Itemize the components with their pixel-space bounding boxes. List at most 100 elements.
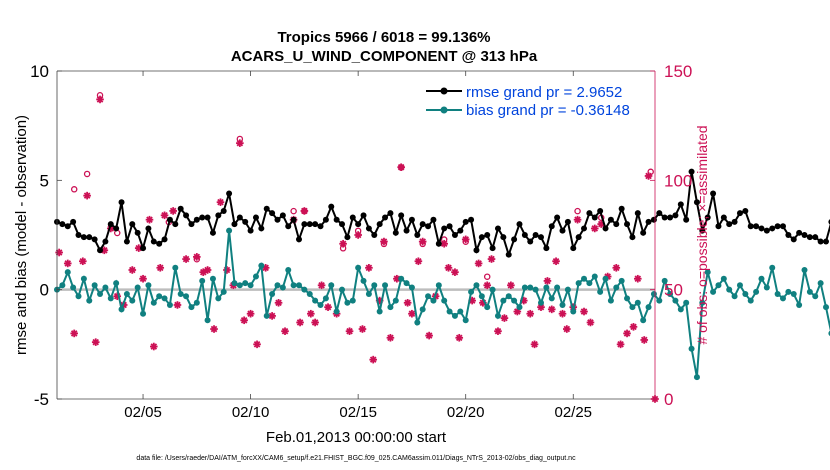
rmse-point bbox=[414, 232, 421, 238]
bias-point bbox=[91, 282, 98, 289]
rmse-point bbox=[521, 232, 528, 238]
bias-point bbox=[710, 288, 717, 295]
obs-assimilated-marker bbox=[530, 340, 539, 349]
obs-assimilated-marker bbox=[236, 139, 244, 147]
obs-assimilated-marker bbox=[425, 331, 433, 340]
rmse-point bbox=[183, 212, 190, 219]
bias-point bbox=[220, 288, 227, 295]
legend-rmse-label: rmse grand pr = 2.9652 bbox=[466, 84, 622, 101]
bias-point bbox=[204, 317, 211, 324]
obs-assimilated-marker bbox=[543, 277, 552, 285]
rmse-point bbox=[408, 216, 415, 223]
rmse-point bbox=[285, 223, 292, 230]
bias-point bbox=[667, 291, 674, 298]
obs-assimilated-marker bbox=[345, 327, 354, 336]
bias-point bbox=[403, 280, 410, 287]
bias-point bbox=[597, 288, 604, 295]
rmse-point bbox=[204, 214, 211, 221]
rmse-point bbox=[812, 234, 819, 241]
rmse-point bbox=[59, 221, 66, 228]
y-left-tick-label: 5 bbox=[40, 171, 49, 190]
obs-assimilated-marker bbox=[547, 305, 556, 314]
x-tick-label: 02/15 bbox=[339, 404, 377, 421]
bias-point bbox=[688, 345, 695, 352]
bias-point bbox=[193, 299, 200, 306]
rmse-point bbox=[710, 190, 717, 197]
rmse-point bbox=[753, 223, 760, 230]
bias-point bbox=[473, 282, 480, 289]
bias-point bbox=[156, 293, 163, 300]
rmse-point bbox=[64, 223, 71, 230]
bias-point bbox=[785, 288, 792, 295]
rmse-point bbox=[624, 221, 631, 228]
bias-point bbox=[150, 299, 157, 306]
bias-point bbox=[650, 291, 657, 298]
y-right-tick-label: 0 bbox=[664, 390, 673, 409]
rmse-point bbox=[349, 214, 356, 221]
bias-point bbox=[478, 293, 485, 300]
bias-point bbox=[677, 306, 684, 313]
obs-assimilated-marker bbox=[507, 281, 515, 290]
rmse-point bbox=[699, 227, 706, 234]
bias-point bbox=[489, 286, 496, 293]
obs-assimilated-marker bbox=[623, 329, 631, 338]
bias-point bbox=[215, 295, 222, 302]
rmse-point bbox=[478, 234, 485, 241]
obs-assimilated-marker bbox=[644, 172, 653, 180]
rmse-point bbox=[403, 227, 410, 234]
obs-assimilated-marker bbox=[145, 215, 154, 224]
rmse-point bbox=[500, 234, 507, 241]
rmse-point bbox=[344, 234, 351, 241]
rmse-point bbox=[537, 234, 544, 241]
bias-point bbox=[231, 280, 238, 287]
bias-point bbox=[521, 284, 528, 291]
obs-assimilated-marker bbox=[253, 340, 261, 349]
bias-point bbox=[484, 304, 491, 311]
bias-point bbox=[656, 297, 663, 304]
rmse-point bbox=[392, 229, 399, 236]
rmse-point bbox=[102, 238, 109, 245]
obs-assimilated-marker bbox=[558, 309, 567, 318]
rmse-point bbox=[145, 225, 152, 232]
legend-bias-marker bbox=[440, 106, 448, 114]
rmse-point bbox=[290, 216, 297, 223]
obs-possible-marker bbox=[290, 207, 297, 215]
bias-point bbox=[252, 273, 259, 280]
obs-assimilated-marker bbox=[354, 231, 362, 239]
bias-point bbox=[661, 277, 668, 284]
rmse-point bbox=[645, 218, 652, 225]
obs-assimilated-marker bbox=[414, 257, 423, 266]
bias-point bbox=[796, 301, 803, 308]
bias-point bbox=[290, 282, 297, 289]
y-right-tick-label: 50 bbox=[664, 281, 683, 300]
rmse-point bbox=[193, 216, 200, 223]
bias-point bbox=[295, 282, 302, 289]
rmse-point bbox=[161, 236, 168, 243]
rmse-point bbox=[209, 229, 216, 236]
bias-point bbox=[258, 262, 265, 269]
obs-assimilated-marker bbox=[139, 274, 147, 283]
bias-point bbox=[564, 286, 571, 293]
rmse-point bbox=[70, 218, 77, 225]
bias-point bbox=[457, 308, 464, 315]
bias-point bbox=[107, 295, 114, 302]
bias-point bbox=[645, 304, 652, 311]
obs-assimilated-marker bbox=[629, 323, 638, 331]
rmse-point bbox=[661, 214, 668, 221]
bias-point bbox=[731, 293, 738, 300]
rmse-point bbox=[220, 207, 227, 214]
rmse-point bbox=[107, 221, 114, 228]
rmse-point bbox=[726, 221, 733, 228]
bias-point bbox=[102, 284, 109, 291]
rmse-point bbox=[312, 221, 319, 228]
obs-assimilated-marker bbox=[640, 336, 649, 344]
chart-title-line2: ACARS_U_WIND_COMPONENT @ 313 hPa bbox=[231, 48, 538, 65]
obs-assimilated-marker bbox=[300, 207, 309, 215]
obs-assimilated-marker bbox=[55, 248, 63, 257]
rmse-point bbox=[371, 232, 378, 238]
bias-point bbox=[753, 288, 760, 295]
rmse-point bbox=[376, 221, 383, 228]
obs-assimilated-marker bbox=[246, 309, 255, 318]
rmse-point bbox=[457, 227, 464, 234]
